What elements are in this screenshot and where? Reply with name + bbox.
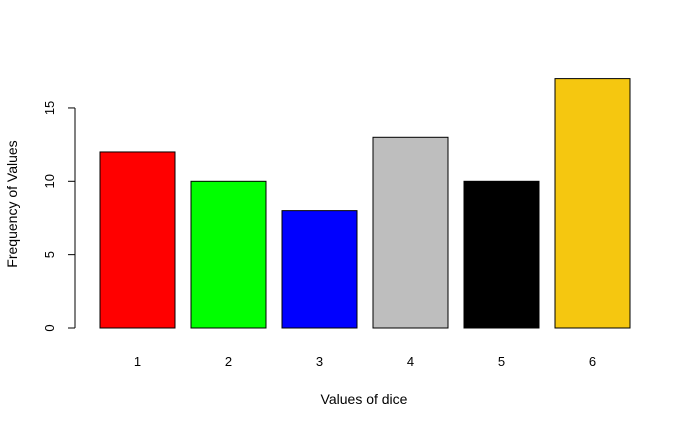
bar-5 xyxy=(463,180,540,329)
bar-6 xyxy=(554,78,631,329)
bar-1 xyxy=(99,151,176,329)
x-tick-label-3: 3 xyxy=(316,354,323,369)
y-axis: 0 5 10 15 xyxy=(42,101,76,332)
bars-group xyxy=(99,78,631,329)
bar-4 xyxy=(372,136,449,329)
x-tick-label-5: 5 xyxy=(498,354,505,369)
y-tick-label-15: 15 xyxy=(42,101,57,115)
y-tick-label-5: 5 xyxy=(42,251,57,258)
y-tick-label-10: 10 xyxy=(42,174,57,188)
x-axis-tick-labels: 1 2 3 4 5 6 xyxy=(134,354,596,369)
bar-2 xyxy=(190,180,267,329)
x-tick-label-2: 2 xyxy=(225,354,232,369)
y-axis-label: Frequency of Values xyxy=(4,140,20,267)
x-tick-label-6: 6 xyxy=(589,354,596,369)
x-axis-label: Values of dice xyxy=(321,391,408,407)
x-tick-label-1: 1 xyxy=(134,354,141,369)
bar-3 xyxy=(281,210,358,329)
x-tick-label-4: 4 xyxy=(407,354,414,369)
y-tick-label-0: 0 xyxy=(42,324,57,331)
